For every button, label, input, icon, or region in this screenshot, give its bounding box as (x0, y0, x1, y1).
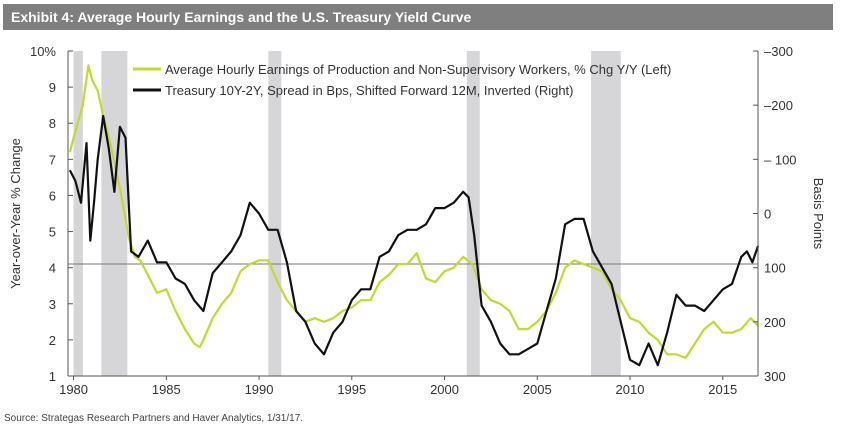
left-tick-label: 3 (49, 297, 56, 312)
x-tick-label: 1995 (337, 382, 366, 397)
right-tick-label: – 100 (764, 152, 797, 167)
right-tick-label: 200 (764, 315, 786, 330)
left-tick-label: 8 (49, 116, 56, 131)
right-tick-label: 300 (764, 369, 786, 384)
left-tick-label: 2 (49, 333, 56, 348)
legend: Average Hourly Earnings of Production an… (133, 62, 671, 98)
left-tick-label: 1 (49, 369, 56, 384)
right-tick-label: –200 (764, 98, 793, 113)
x-tick-label: 2005 (523, 382, 552, 397)
series-line-1 (68, 114, 760, 367)
right-tick-label: –300 (764, 44, 793, 59)
right-tick-label: 100 (764, 261, 786, 276)
right-axis-title: Basis Points (811, 178, 826, 250)
x-tick-label: 1980 (59, 382, 88, 397)
left-tick-label: 9 (49, 80, 56, 95)
left-tick-label: 6 (49, 188, 56, 203)
x-tick-label: 2015 (708, 382, 737, 397)
legend-label-1: Treasury 10Y-2Y, Spread in Bps, Shifted … (165, 83, 574, 98)
x-tick-label: 1990 (245, 382, 274, 397)
series-layer (68, 64, 760, 367)
x-tick-label: 2010 (616, 382, 645, 397)
left-tick-label: 7 (49, 152, 56, 167)
recession-band-3 (466, 51, 480, 376)
chart-area: 1 2 3 4 5 6 7 8 9 10% –300 –200 – 100 0 100 200 300 1980 1… (8, 44, 826, 397)
exhibit-title: Exhibit 4: Average Hourly Earnings and t… (3, 4, 833, 30)
source-note: Source: Strategas Research Partners and … (4, 413, 304, 424)
recession-shading-layer (73, 51, 621, 376)
legend-label-0: Average Hourly Earnings of Production an… (165, 62, 671, 77)
series-line-0 (68, 64, 759, 359)
axes-layer: 1 2 3 4 5 6 7 8 9 10% –300 –200 – 100 0 100 200 300 1980 1… (8, 44, 826, 397)
recession-band-2 (268, 51, 282, 376)
x-tick-label: 1985 (152, 382, 181, 397)
recession-band-1 (101, 51, 128, 376)
recession-band-4 (591, 51, 621, 376)
left-tick-label: 10% (30, 44, 56, 59)
left-tick-label: 4 (49, 261, 56, 276)
left-axis-title: Year-over-Year % Change (8, 138, 23, 289)
right-tick-label: 0 (764, 207, 771, 222)
left-tick-label: 5 (49, 225, 56, 240)
x-tick-label: 2000 (430, 382, 459, 397)
recession-band-0 (73, 51, 83, 376)
